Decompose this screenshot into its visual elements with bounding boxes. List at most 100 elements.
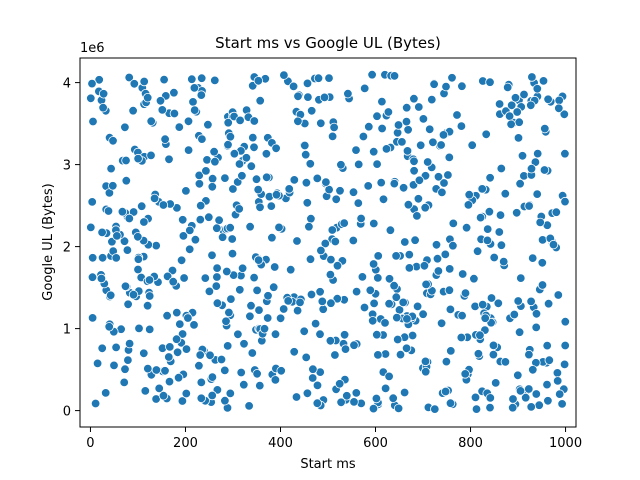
data-point: [245, 311, 255, 322]
data-point: [237, 171, 247, 181]
data-point: [364, 121, 374, 132]
data-point: [372, 111, 382, 121]
data-point: [560, 317, 571, 327]
data-point: [189, 83, 200, 93]
data-point: [100, 388, 111, 398]
data-point: [533, 148, 543, 159]
data-point: [519, 89, 529, 100]
data-point: [475, 212, 486, 223]
data-point: [470, 392, 481, 403]
y-offset-text: 1e6: [80, 41, 105, 56]
data-point: [181, 186, 191, 196]
data-point: [96, 273, 107, 284]
data-point: [279, 70, 289, 80]
data-point: [241, 153, 252, 163]
data-point: [452, 110, 462, 120]
data-point: [92, 358, 103, 369]
data-point: [445, 304, 456, 315]
data-point: [369, 146, 379, 157]
data-point: [418, 114, 429, 124]
data-point: [480, 313, 490, 323]
data-point: [359, 302, 370, 313]
data-point: [86, 222, 96, 233]
data-point: [252, 369, 262, 379]
data-point: [513, 296, 523, 306]
data-point: [212, 298, 223, 308]
data-point: [88, 116, 98, 127]
data-point: [531, 389, 542, 399]
data-point: [393, 120, 404, 130]
data-point: [255, 202, 265, 213]
data-point: [134, 323, 144, 334]
data-point: [185, 225, 195, 236]
data-point: [395, 349, 406, 360]
data-point: [316, 245, 326, 256]
data-point: [513, 133, 524, 143]
data-point: [412, 301, 423, 312]
data-point: [508, 394, 518, 404]
data-point: [410, 235, 420, 245]
data-point: [368, 403, 379, 414]
data-point: [402, 314, 412, 324]
data-point: [384, 371, 394, 382]
data-point: [276, 366, 286, 376]
data-point: [234, 159, 245, 169]
data-point: [177, 215, 188, 225]
data-point: [551, 207, 562, 217]
data-point: [312, 380, 323, 391]
data-point: [516, 273, 526, 283]
data-point: [158, 391, 169, 401]
data-point: [146, 116, 156, 126]
data-point: [217, 232, 228, 242]
data-point: [165, 342, 175, 352]
data-point: [157, 105, 168, 115]
data-point: [365, 285, 376, 296]
data-point: [444, 152, 455, 163]
data-point: [332, 261, 343, 271]
data-point: [305, 159, 316, 169]
data-point: [139, 217, 149, 227]
data-point: [194, 179, 205, 189]
data-point: [383, 107, 394, 117]
data-point: [357, 272, 368, 282]
data-point: [397, 137, 407, 147]
data-point: [401, 343, 412, 354]
data-point: [532, 84, 543, 94]
data-point: [226, 294, 236, 304]
data-point: [369, 298, 379, 309]
data-point: [537, 235, 548, 245]
data-point: [419, 261, 430, 271]
data-point: [128, 207, 139, 217]
data-point: [325, 269, 336, 280]
data-point: [398, 183, 409, 193]
data-point: [526, 163, 537, 174]
data-point: [507, 100, 517, 111]
data-point: [175, 319, 185, 329]
data-point: [255, 380, 265, 391]
data-point: [108, 136, 118, 146]
data-point: [261, 149, 272, 159]
data-point: [249, 142, 259, 153]
data-point: [500, 357, 511, 367]
data-point: [263, 313, 273, 323]
data-point: [360, 83, 370, 94]
data-point: [537, 258, 548, 268]
data-point: [514, 327, 525, 337]
data-point: [87, 272, 98, 282]
data-point: [402, 146, 413, 156]
data-point: [439, 178, 449, 188]
data-point: [513, 370, 523, 381]
data-point: [121, 155, 131, 166]
data-point: [164, 154, 174, 165]
data-point: [348, 187, 359, 197]
data-point: [421, 279, 431, 290]
data-point: [389, 281, 399, 291]
points-group: [86, 69, 571, 414]
data-point: [266, 201, 277, 211]
x-axis: 0 200 400 600 800 1000: [86, 427, 582, 451]
data-point: [393, 403, 404, 414]
data-point: [527, 72, 537, 82]
data-point: [249, 272, 259, 283]
data-point: [97, 343, 107, 354]
